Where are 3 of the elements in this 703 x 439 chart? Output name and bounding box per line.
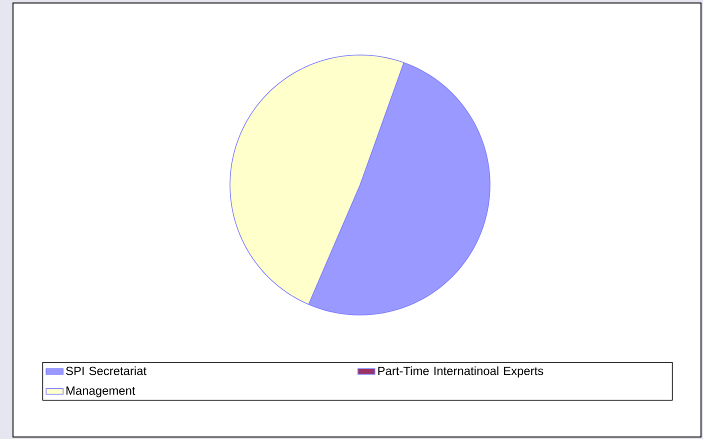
legend-label: Part-Time Internatinoal Experts	[378, 366, 544, 378]
legend-label: SPI Secretariat	[66, 366, 146, 376]
legend-label: Management	[66, 386, 136, 398]
